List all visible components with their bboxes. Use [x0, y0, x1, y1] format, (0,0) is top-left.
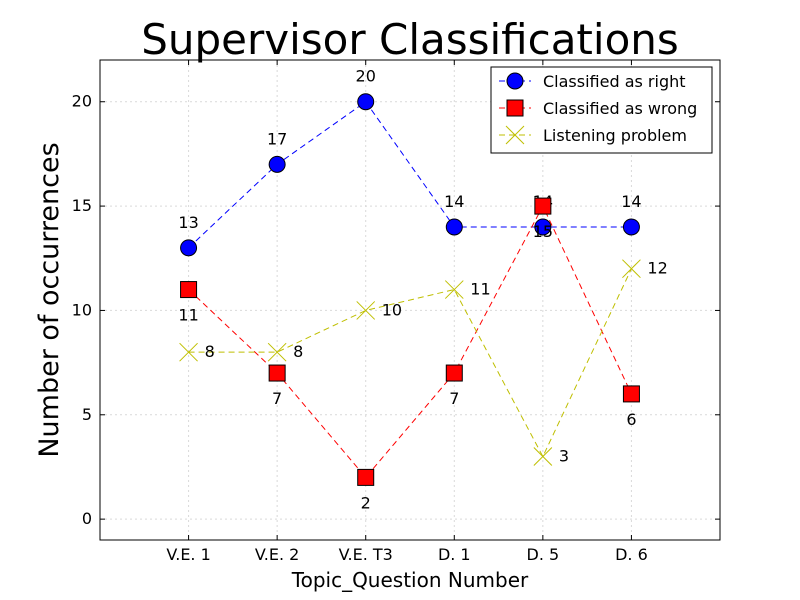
data-point — [622, 385, 640, 403]
data-point — [267, 342, 287, 362]
x-tick-label: V.E. 2 — [255, 545, 299, 564]
data-point — [533, 447, 553, 466]
data-label: 17 — [267, 129, 287, 148]
y-tick-label: 5 — [82, 405, 92, 424]
series-line-classified-as-right — [188, 101, 632, 249]
legend-item-listening-problem: Listening problem — [499, 125, 687, 145]
data-label: 10 — [382, 300, 402, 319]
legend-marker — [506, 99, 524, 117]
data-label: 15 — [533, 222, 553, 241]
data-point — [445, 218, 463, 236]
series-line-classified-as-wrong — [188, 204, 632, 479]
y-tick-label: 0 — [82, 509, 92, 528]
data-label: 7 — [272, 389, 282, 408]
legend-box — [490, 66, 713, 154]
y-tick-label: 10 — [72, 300, 92, 319]
data-point — [534, 218, 552, 236]
x-tick-label: D. 6 — [615, 545, 648, 564]
data-point — [622, 218, 640, 236]
data-label: 8 — [205, 342, 215, 361]
legend-item-classified-as-right: Classified as right — [499, 72, 686, 91]
data-point — [180, 281, 198, 299]
legend-label: Listening problem — [543, 126, 687, 145]
y-tick-label: 20 — [72, 92, 92, 111]
data-label: 13 — [178, 213, 198, 232]
series-classified-as-right: 131720141414 — [178, 67, 642, 257]
data-point — [534, 197, 552, 215]
x-tick-label: V.E. T3 — [339, 545, 393, 564]
series-group: 13172014141411727156881011312 — [178, 67, 667, 513]
data-label: 14 — [444, 192, 464, 211]
data-point — [179, 342, 198, 362]
data-point — [180, 239, 198, 257]
data-point — [357, 468, 375, 486]
plot-frame — [99, 59, 721, 541]
series-line-listening-problem — [188, 268, 632, 458]
data-point — [444, 280, 464, 299]
legend-label: Classified as right — [543, 72, 686, 91]
legend-marker — [505, 125, 525, 145]
data-point — [445, 364, 463, 382]
data-label: 7 — [449, 389, 459, 408]
y-axis-label: Number of occurrences — [34, 142, 65, 457]
data-label: 14 — [621, 192, 641, 211]
chart-title: Supervisor Classifications — [141, 15, 679, 64]
series-listening-problem: 8 8 10 11 3 12 — [179, 259, 668, 466]
x-axis-label: Topic_Question Number — [291, 568, 529, 592]
data-label: 11 — [470, 280, 490, 299]
legend-label: Classified as wrong — [543, 99, 697, 118]
ticks: V.E. 1 V.E. 2 V.E. T3 D. 1 D. 5 D. 6 0 5 10 15 20 — [72, 60, 720, 564]
x-tick-label: D. 1 — [438, 545, 471, 564]
x-tick-label: V.E. 1 — [166, 545, 210, 564]
legend-marker — [506, 72, 524, 90]
data-point — [622, 259, 641, 279]
data-point — [356, 301, 376, 320]
data-label: 12 — [647, 259, 667, 278]
data-point — [357, 93, 375, 111]
x-tick-label: D. 5 — [527, 545, 560, 564]
y-tick-label: 15 — [72, 196, 92, 215]
series-classified-as-wrong: 11 7 2 7 15 6 — [178, 197, 640, 512]
data-label: 8 — [293, 342, 303, 361]
data-label: 20 — [356, 67, 376, 86]
data-label: 3 — [559, 447, 569, 466]
legend: Classified as right Classified as wrong Li… — [490, 66, 713, 154]
data-label: 11 — [178, 306, 198, 325]
legend-item-classified-as-wrong: Classified as wrong — [499, 99, 697, 118]
data-point — [268, 364, 286, 382]
data-label: 6 — [626, 410, 636, 429]
data-point — [268, 155, 286, 173]
data-label: 2 — [361, 493, 371, 512]
